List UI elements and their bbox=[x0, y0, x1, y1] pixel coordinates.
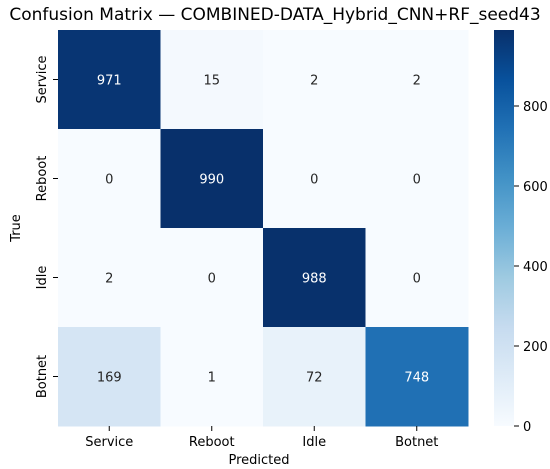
heatmap-cell bbox=[365, 129, 469, 229]
heatmap-cell bbox=[160, 30, 264, 130]
y-tick-label: Service bbox=[35, 55, 50, 103]
chart-title: Confusion Matrix — COMBINED-DATA_Hybrid_… bbox=[9, 5, 540, 25]
heatmap-cell bbox=[365, 30, 469, 130]
heatmap-cell bbox=[263, 129, 366, 229]
cell-value-label: 72 bbox=[306, 371, 323, 386]
x-tick-label: Reboot bbox=[189, 435, 235, 450]
heatmap-cell bbox=[263, 30, 366, 130]
cell-value-label: 988 bbox=[302, 272, 327, 287]
y-tick-label: Botnet bbox=[35, 355, 50, 398]
y-axis-ticks: Service Reboot Idle Botnet bbox=[35, 55, 58, 398]
cell-value-label: 990 bbox=[199, 173, 224, 188]
heatmap-cell-labels: 971 15 2 2 0 990 0 0 2 0 988 0 169 1 72 748 bbox=[97, 74, 429, 386]
cell-value-label: 0 bbox=[208, 272, 216, 287]
heatmap-cell bbox=[58, 327, 161, 427]
colorbar-ticks: 0 200 400 600 800 bbox=[514, 100, 548, 435]
heatmap-cell bbox=[263, 327, 366, 427]
cell-value-label: 2 bbox=[413, 74, 421, 89]
heatmap-cell bbox=[160, 327, 264, 427]
x-axis-label: Predicted bbox=[228, 453, 289, 468]
heatmap-cell bbox=[58, 30, 161, 130]
cell-value-label: 169 bbox=[97, 371, 122, 386]
heatmap-cell bbox=[365, 228, 469, 328]
x-tick-label: Botnet bbox=[395, 435, 438, 450]
cell-value-label: 1 bbox=[208, 371, 216, 386]
x-tick-label: Service bbox=[85, 435, 133, 450]
cell-value-label: 0 bbox=[105, 173, 113, 188]
colorbar bbox=[494, 30, 514, 426]
heatmap-cell bbox=[160, 228, 264, 328]
y-tick-label: Idle bbox=[35, 266, 50, 290]
heatmap-cell bbox=[58, 228, 161, 328]
cell-value-label: 2 bbox=[105, 272, 113, 287]
colorbar-tick-label: 800 bbox=[523, 100, 548, 115]
y-axis-label: True bbox=[9, 214, 24, 243]
x-tick-label: Idle bbox=[302, 435, 326, 450]
cell-value-label: 748 bbox=[404, 371, 429, 386]
colorbar-tick-label: 0 bbox=[523, 420, 531, 435]
x-axis-ticks: Service Reboot Idle Botnet bbox=[85, 426, 438, 450]
cell-value-label: 971 bbox=[97, 74, 122, 89]
cell-value-label: 0 bbox=[413, 272, 421, 287]
cell-value-label: 0 bbox=[310, 173, 318, 188]
colorbar-tick-label: 200 bbox=[523, 340, 548, 355]
heatmap-cell bbox=[365, 327, 469, 427]
cell-value-label: 2 bbox=[310, 74, 318, 89]
cell-value-label: 15 bbox=[203, 74, 220, 89]
cell-value-label: 0 bbox=[413, 173, 421, 188]
heatmap-cell bbox=[58, 129, 161, 229]
colorbar-tick-label: 400 bbox=[523, 260, 548, 275]
colorbar-tick-label: 600 bbox=[523, 180, 548, 195]
heatmap-cell bbox=[160, 129, 264, 229]
y-tick-label: Reboot bbox=[35, 156, 50, 202]
heatmap-cells bbox=[58, 30, 469, 427]
heatmap-cell bbox=[263, 228, 366, 328]
